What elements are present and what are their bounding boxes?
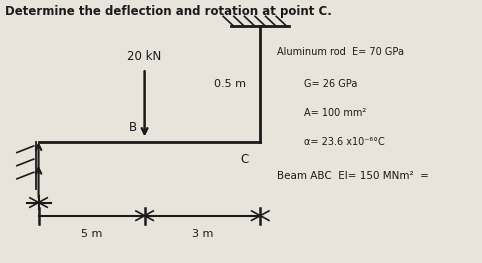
Text: C: C <box>240 153 248 165</box>
Text: A= 100 mm²: A= 100 mm² <box>304 108 366 118</box>
Text: B: B <box>129 121 137 134</box>
Text: 0.5 m: 0.5 m <box>214 79 246 89</box>
Text: α= 23.6 x10⁻⁶°C: α= 23.6 x10⁻⁶°C <box>304 137 385 147</box>
Text: G= 26 GPa: G= 26 GPa <box>304 79 357 89</box>
Text: 3 m: 3 m <box>192 229 213 239</box>
Text: Determine the deflection and rotation at point C.: Determine the deflection and rotation at… <box>5 5 332 18</box>
Text: Aluminum rod  E= 70 GPa: Aluminum rod E= 70 GPa <box>277 47 404 57</box>
Text: Beam ABC  EI= 150 MNm²  =: Beam ABC EI= 150 MNm² = <box>277 171 429 181</box>
Text: 20 kN: 20 kN <box>127 50 162 63</box>
Text: 5 m: 5 m <box>81 229 102 239</box>
